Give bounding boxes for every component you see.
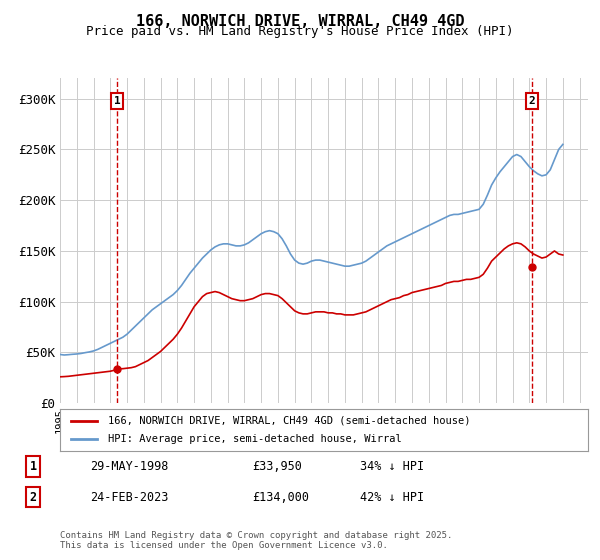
Text: 24-FEB-2023: 24-FEB-2023 xyxy=(90,491,169,503)
Text: 166, NORWICH DRIVE, WIRRAL, CH49 4GD: 166, NORWICH DRIVE, WIRRAL, CH49 4GD xyxy=(136,14,464,29)
Text: Price paid vs. HM Land Registry's House Price Index (HPI): Price paid vs. HM Land Registry's House … xyxy=(86,25,514,38)
Text: 166, NORWICH DRIVE, WIRRAL, CH49 4GD (semi-detached house): 166, NORWICH DRIVE, WIRRAL, CH49 4GD (se… xyxy=(107,416,470,426)
Text: HPI: Average price, semi-detached house, Wirral: HPI: Average price, semi-detached house,… xyxy=(107,434,401,444)
Text: 34% ↓ HPI: 34% ↓ HPI xyxy=(360,460,424,473)
Text: £33,950: £33,950 xyxy=(252,460,302,473)
Text: Contains HM Land Registry data © Crown copyright and database right 2025.
This d: Contains HM Land Registry data © Crown c… xyxy=(60,530,452,550)
Text: 1: 1 xyxy=(114,96,121,106)
Text: 1: 1 xyxy=(29,460,37,473)
Text: 2: 2 xyxy=(29,491,37,503)
Text: 2: 2 xyxy=(529,96,535,106)
Text: £134,000: £134,000 xyxy=(252,491,309,503)
Text: 42% ↓ HPI: 42% ↓ HPI xyxy=(360,491,424,503)
Text: 29-MAY-1998: 29-MAY-1998 xyxy=(90,460,169,473)
